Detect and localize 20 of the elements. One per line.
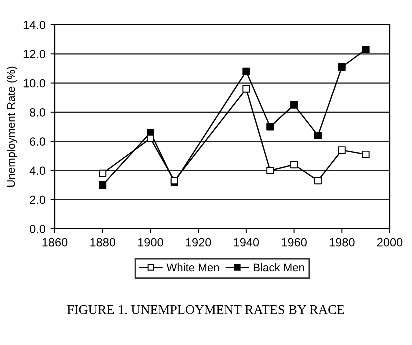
x-tick-label: 1980 <box>330 238 355 247</box>
x-tick-label: 1940 <box>234 238 260 247</box>
y-tick-label: 0.0 <box>30 225 46 234</box>
x-tick-label: 1900 <box>138 238 164 247</box>
y-tick-label: 10.0 <box>24 79 46 88</box>
y-tick-label: 14.0 <box>24 21 46 30</box>
y-tick-label: 2.0 <box>30 196 46 204</box>
y-tick-label: 8.0 <box>30 108 46 117</box>
x-tick-label: 1920 <box>186 238 212 247</box>
text: FIGURE 1. UNEMPLOYMENT RATES BY RACE <box>67 305 344 314</box>
y-tick-label: 6.0 <box>30 138 46 146</box>
x-tick-label: 1860 <box>42 238 68 247</box>
x-tick-label: 2000 <box>377 238 403 247</box>
legend-label: Black Men <box>254 263 304 272</box>
y-tick-label: 12.0 <box>24 50 46 59</box>
y-tick-label: 4.0 <box>30 166 46 176</box>
y-axis-title: Unemployment Rate (%) <box>7 66 18 187</box>
x-tick-label: 1880 <box>90 238 116 247</box>
x-tick-label: 1960 <box>282 238 307 247</box>
legend-label: White Men <box>166 263 220 272</box>
